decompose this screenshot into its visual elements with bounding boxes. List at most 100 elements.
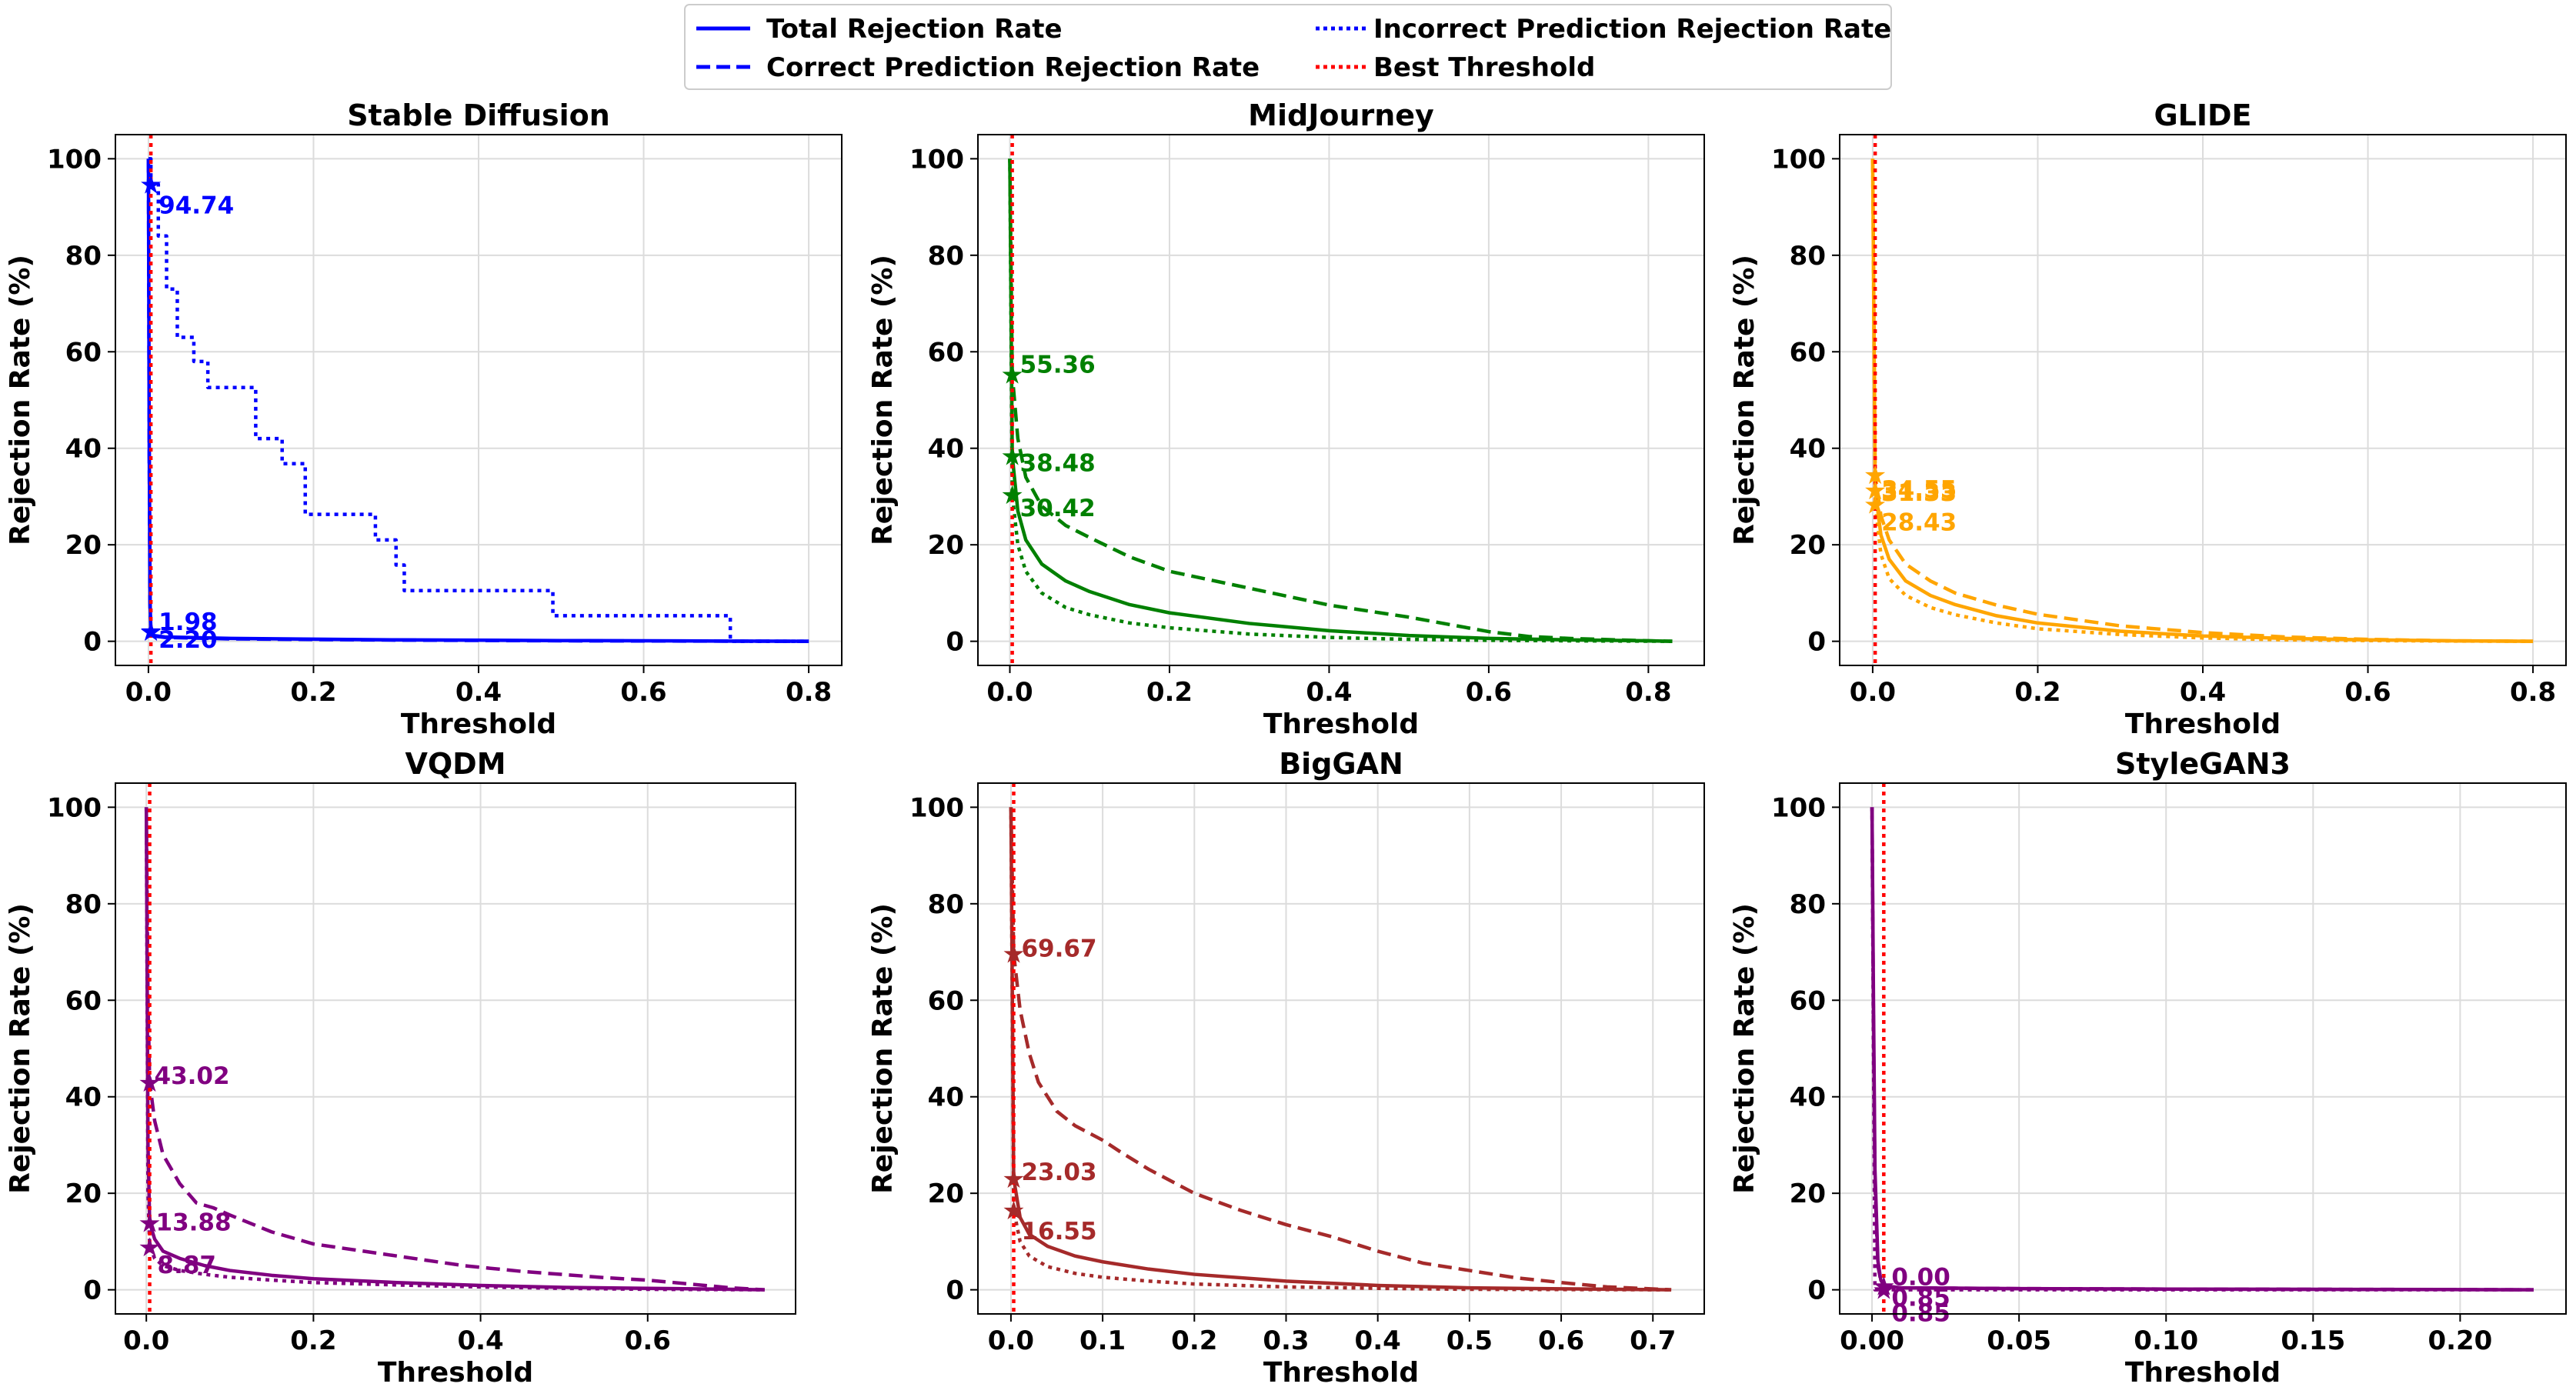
y-tick-label: 80: [928, 241, 964, 272]
x-tick-label: 0.00: [1840, 1325, 1904, 1356]
series-line-incorrect-prediction-rejection-rate: [148, 157, 809, 643]
best-threshold-marker: ★: [1002, 1164, 1025, 1195]
best-threshold-marker: ★: [138, 1232, 161, 1263]
best-threshold-marker: ★: [138, 1209, 161, 1239]
series-line-total-rejection-rate: [1009, 807, 1672, 1292]
y-tick-label: 60: [1790, 337, 1826, 368]
annotation-label: 94.74: [158, 192, 234, 219]
best-threshold-marker: ★: [139, 169, 162, 200]
y-tick-label: 20: [1790, 1179, 1826, 1209]
y-tick-label: 60: [928, 985, 964, 1016]
panel-biggan: ★69.67★23.03★16.550.0 0.1 0.2 0.3 0.4 0.5 0.6 0…: [867, 747, 1705, 1387]
y-tick-label: 100: [1771, 792, 1826, 823]
annotation-label: 23.03: [1021, 1159, 1096, 1186]
legend-label-correct: Correct Prediction Rejection Rate: [766, 52, 1260, 83]
series-group: [1870, 807, 2534, 1292]
annotation-label: 0.85: [1891, 1284, 1950, 1312]
x-tick-label: 0.2: [2014, 677, 2060, 708]
annotation-label: 2.20: [158, 626, 217, 654]
annotation-label: 16.55: [1021, 1218, 1096, 1245]
y-axis-label: Rejection Rate (%): [5, 255, 36, 545]
series-line-correct-prediction-rejection-rate: [1008, 158, 1673, 643]
series-line-correct-prediction-rejection-rate: [1870, 158, 2534, 643]
annotation-label: 34.55: [1881, 476, 1957, 504]
y-tick-label: 40: [928, 434, 964, 465]
series-line-total-rejection-rate: [1870, 807, 2534, 1292]
series-line-incorrect-prediction-rejection-rate: [1870, 807, 2534, 1292]
y-tick-label: 60: [65, 985, 102, 1016]
annotation-label: 0.00: [1891, 1264, 1950, 1292]
x-tick-label: 0.0: [988, 1325, 1034, 1356]
y-tick-label: 40: [1790, 1082, 1826, 1113]
series-line-incorrect-prediction-rejection-rate: [1008, 158, 1673, 643]
series-line-correct-prediction-rejection-rate: [1009, 807, 1672, 1292]
best-threshold-marker: ★: [1872, 1271, 1895, 1302]
annotation-label: 38.48: [1020, 449, 1096, 477]
best-threshold-marker: ★: [139, 616, 162, 647]
y-axis-label: Rejection Rate (%): [1729, 903, 1760, 1194]
y-tick-label: 20: [928, 1179, 964, 1209]
panel-title: Stable Diffusion: [347, 98, 610, 132]
annotation-label: 55.36: [1020, 351, 1096, 378]
axes-frame: [977, 782, 1705, 1315]
x-axis-label: Threshold: [2125, 709, 2281, 740]
y-axis-label: Rejection Rate (%): [867, 255, 899, 545]
x-axis-label: Threshold: [1263, 709, 1419, 740]
x-tick-label: 0.6: [1466, 677, 1512, 708]
legend-frame: [684, 4, 1892, 90]
x-tick-label: 0.8: [1625, 677, 1671, 708]
y-tick-label: 0: [1807, 1275, 1826, 1306]
series-group: [144, 807, 765, 1292]
annotation-label: 69.67: [1021, 935, 1096, 963]
x-tick-label: 0.8: [2510, 677, 2556, 708]
legend-label-total: Total Rejection Rate: [766, 14, 1063, 45]
y-tick-label: 80: [65, 241, 102, 272]
legend: Total Rejection Rate Correct Prediction …: [684, 4, 1892, 90]
y-tick-label: 60: [65, 337, 102, 368]
series-group: [1870, 158, 2534, 643]
x-tick-label: 0.2: [290, 1325, 336, 1356]
best-threshold-marker: ★: [1000, 359, 1023, 390]
x-tick-label: 0.4: [455, 677, 502, 708]
y-tick-label: 80: [1790, 241, 1826, 272]
panel-title: MidJourney: [1248, 98, 1434, 132]
x-tick-label: 0.05: [1987, 1325, 2051, 1356]
best-threshold-marker: ★: [1864, 460, 1887, 491]
x-tick-label: 0.6: [2344, 677, 2391, 708]
y-tick-label: 100: [909, 792, 964, 823]
x-axis-label: Threshold: [1263, 1357, 1419, 1387]
axes-frame: [1839, 782, 2567, 1315]
annotation-label: 8.87: [158, 1252, 217, 1279]
x-tick-label: 0.0: [125, 677, 172, 708]
x-tick-label: 0.8: [786, 677, 832, 708]
best-threshold-marker: ★: [1864, 489, 1887, 520]
panel-stable-diffusion: ★94.74★1.98★2.200.0 0.2 0.4 0.6 0.8020406080…: [5, 98, 843, 740]
y-tick-label: 20: [65, 1179, 102, 1209]
panel-stylegan3: ★0.00★0.85★0.850.00 0.05 0.10 0.15 0.2002040…: [1729, 747, 2567, 1387]
y-tick-label: 80: [928, 889, 964, 920]
axes-frame: [977, 134, 1705, 666]
axes-frame: [115, 782, 796, 1315]
best-threshold-marker: ★: [1000, 441, 1023, 472]
series-line-total-rejection-rate: [1008, 158, 1673, 643]
y-tick-label: 100: [47, 792, 102, 823]
x-axis-label: Threshold: [2125, 1357, 2281, 1387]
legend-label-incorrect: Incorrect Prediction Rejection Rate: [1373, 14, 1891, 45]
x-tick-label: 0.1: [1079, 1325, 1126, 1356]
annotation-label: 31.33: [1881, 479, 1957, 507]
y-axis-label: Rejection Rate (%): [1729, 255, 1760, 545]
panel-title: BigGAN: [1279, 747, 1403, 781]
series-line-correct-prediction-rejection-rate: [1870, 807, 2534, 1292]
x-tick-label: 0.4: [1355, 1325, 1401, 1356]
best-threshold-marker: ★: [138, 1068, 161, 1099]
x-tick-label: 0.3: [1263, 1325, 1309, 1356]
panel-vqdm: ★43.02★13.88★8.870.0 0.2 0.4 0.602040608010…: [5, 747, 796, 1387]
x-tick-label: 0.6: [625, 1325, 671, 1356]
series-line-correct-prediction-rejection-rate: [144, 807, 765, 1292]
y-tick-label: 100: [47, 144, 102, 175]
y-tick-label: 100: [1771, 144, 1826, 175]
panel-title: StyleGAN3: [2115, 747, 2291, 781]
x-tick-label: 0.2: [290, 677, 336, 708]
x-tick-label: 0.0: [123, 1325, 169, 1356]
